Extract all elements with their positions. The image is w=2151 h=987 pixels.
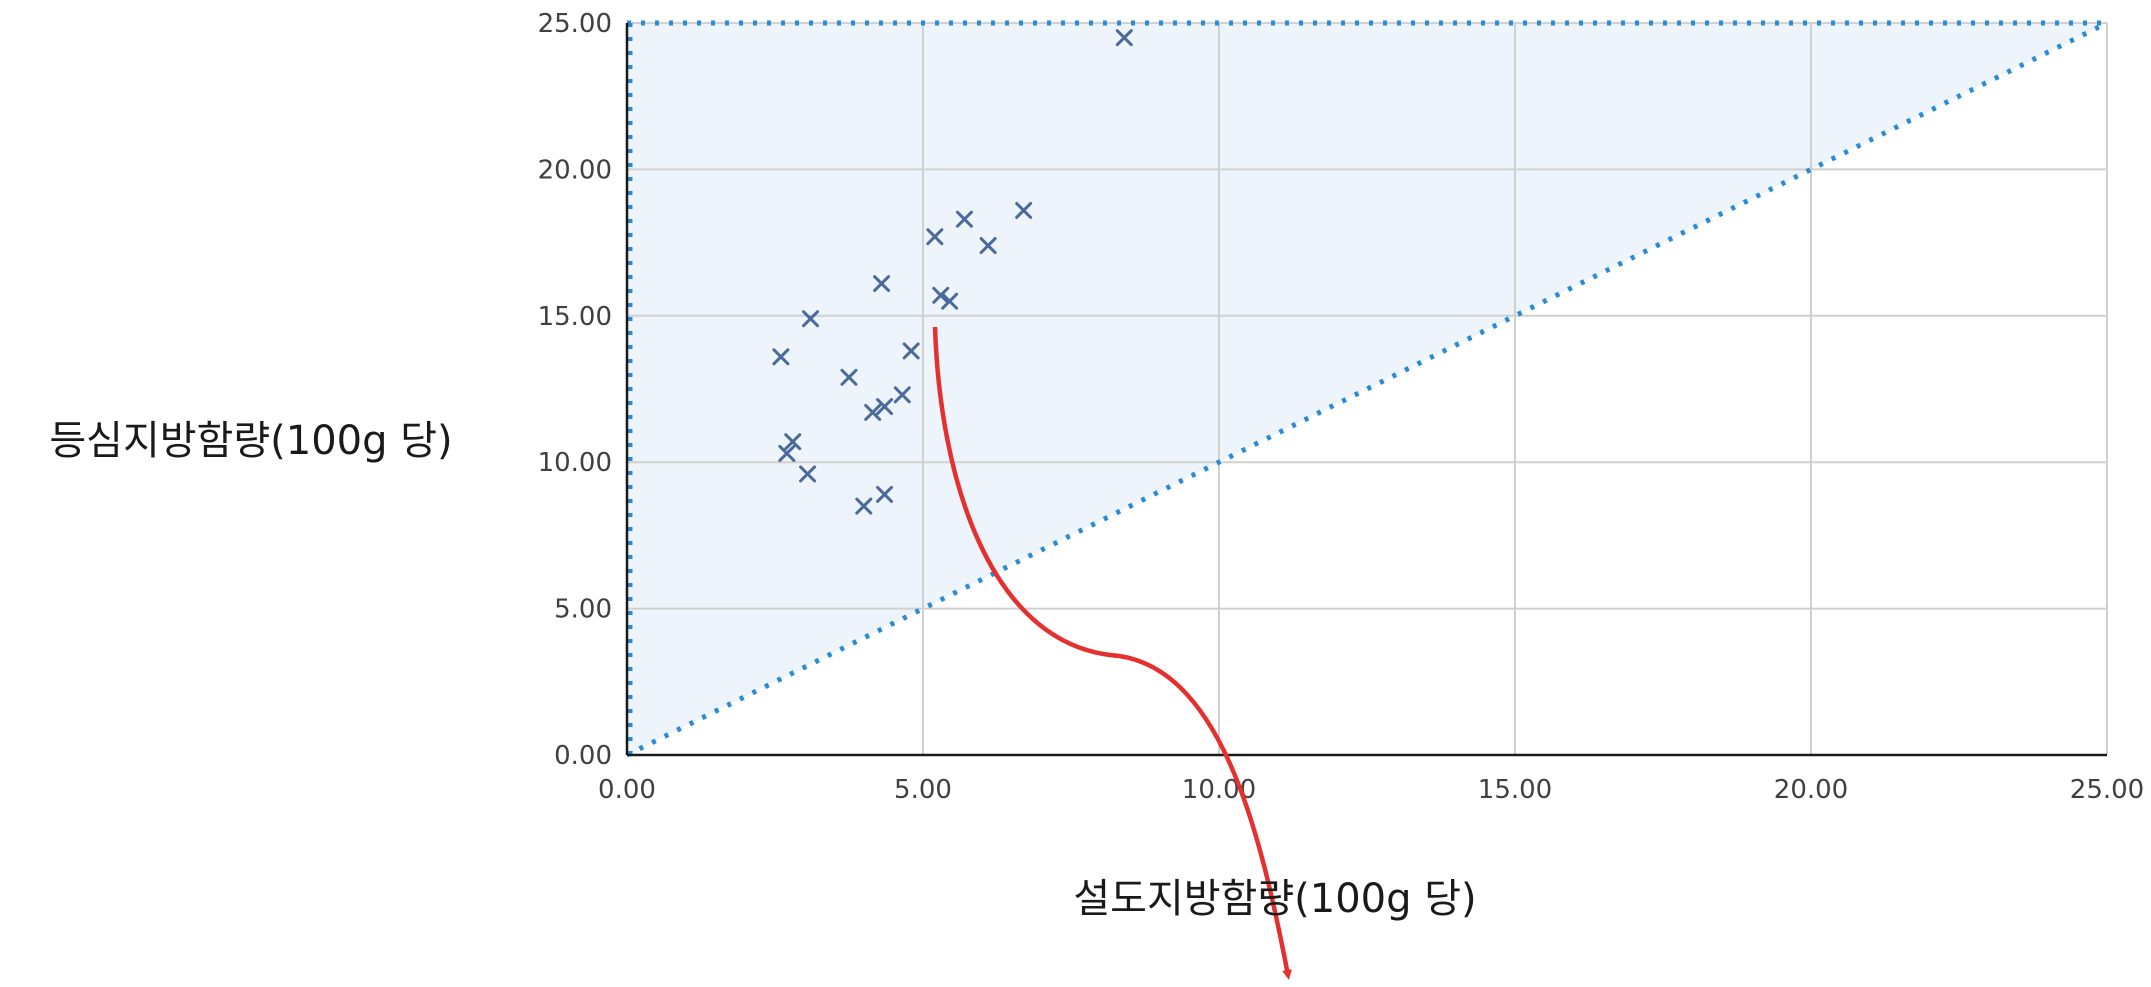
data-point-stroke bbox=[778, 444, 796, 462]
data-point-stroke bbox=[876, 398, 894, 416]
data-point-stroke bbox=[926, 228, 944, 246]
data-point bbox=[932, 286, 950, 304]
data-point bbox=[941, 292, 959, 310]
y-tick-label: 15.00 bbox=[538, 302, 612, 332]
data-point bbox=[873, 275, 891, 293]
y-tick-label: 10.00 bbox=[538, 448, 612, 478]
y-tick-label: 5.00 bbox=[554, 595, 612, 625]
data-point-stroke bbox=[1015, 201, 1033, 219]
data-point-stroke bbox=[902, 342, 920, 360]
data-point bbox=[772, 348, 790, 366]
x-tick-label: 20.00 bbox=[1774, 775, 1848, 805]
data-point-stroke bbox=[893, 386, 911, 404]
data-point-stroke bbox=[1115, 29, 1133, 47]
data-point bbox=[864, 403, 882, 421]
data-point-stroke bbox=[873, 275, 891, 293]
data-point bbox=[926, 228, 944, 246]
data-point-stroke bbox=[955, 210, 973, 228]
data-point bbox=[784, 433, 802, 451]
data-point-stroke bbox=[864, 403, 882, 421]
diagonal-reference-line bbox=[625, 20, 2109, 758]
data-point-stroke bbox=[876, 485, 894, 503]
data-point bbox=[802, 310, 820, 328]
data-point bbox=[778, 444, 796, 462]
data-point-stroke bbox=[784, 433, 802, 451]
data-point bbox=[979, 237, 997, 255]
x-tick-label: 25.00 bbox=[2070, 775, 2144, 805]
data-point bbox=[1115, 29, 1133, 47]
annotation-arrow bbox=[932, 326, 1292, 980]
data-point bbox=[1015, 201, 1033, 219]
data-point-stroke bbox=[932, 286, 950, 304]
y-tick-label: 25.00 bbox=[538, 9, 612, 39]
x-tick-label: 5.00 bbox=[894, 775, 952, 805]
data-point bbox=[799, 465, 817, 483]
data-point bbox=[955, 210, 973, 228]
data-point-stroke bbox=[772, 348, 790, 366]
x-axis-title: 설도지방함량(100g 당) bbox=[1073, 876, 1476, 922]
data-point-stroke bbox=[855, 497, 873, 515]
data-point-stroke bbox=[799, 465, 817, 483]
y-tick-label: 20.00 bbox=[538, 155, 612, 185]
data-point bbox=[876, 485, 894, 503]
data-point bbox=[876, 398, 894, 416]
y-tick-label: 0.00 bbox=[554, 741, 612, 771]
x-tick-label: 15.00 bbox=[1478, 775, 1552, 805]
data-point-stroke bbox=[802, 310, 820, 328]
data-point bbox=[855, 497, 873, 515]
data-point-stroke bbox=[840, 368, 858, 386]
y-axis-title: 등심지방함량(100g 당) bbox=[49, 418, 452, 464]
data-point-stroke bbox=[941, 292, 959, 310]
data-point bbox=[840, 368, 858, 386]
data-point bbox=[893, 386, 911, 404]
data-point-stroke bbox=[979, 237, 997, 255]
data-point bbox=[902, 342, 920, 360]
x-tick-label: 0.00 bbox=[598, 775, 656, 805]
